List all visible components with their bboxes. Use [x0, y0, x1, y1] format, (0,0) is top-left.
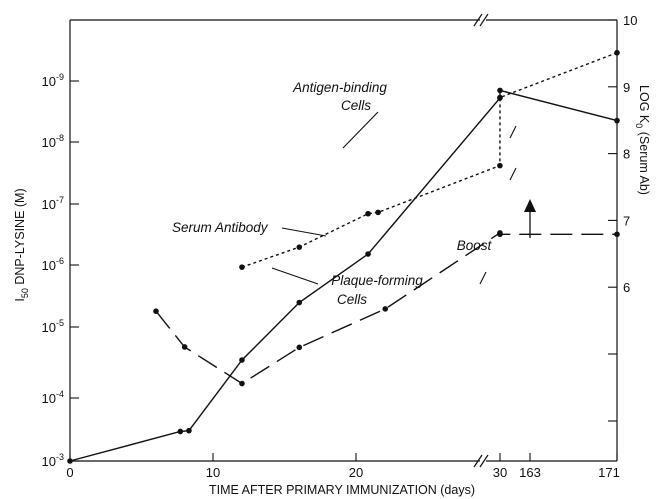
data-point [614, 117, 620, 124]
labels: TIME AFTER PRIMARY IMMUNIZATION (days) I5… [13, 80, 651, 497]
data-point [382, 306, 389, 312]
annotation-label: Serum Antibody [172, 220, 269, 235]
data-point [239, 380, 245, 387]
y-right-tick-label: 7 [623, 213, 630, 228]
y-left-axis-title: I50 DNP-LYSINE (M) [13, 188, 30, 301]
series-points [67, 49, 620, 464]
data-point [365, 210, 371, 217]
serum-antibody-pointer [281, 227, 327, 237]
data-point [239, 264, 245, 270]
antigen-binding-pointer [342, 111, 379, 149]
annotation-label: Cells [337, 292, 367, 307]
boost-arrow-head [524, 199, 536, 212]
annotation-label: Antigen-binding [292, 80, 387, 95]
annotation-label: Cells [341, 98, 371, 113]
line-break-mark [509, 167, 517, 181]
data-point [497, 231, 503, 238]
annotation-label: Boost [457, 238, 493, 253]
data-point [177, 428, 184, 435]
y-left-tick-label: 10-5 [42, 318, 64, 335]
axis-break-mark [473, 13, 483, 27]
y-right-tick-label: 6 [623, 280, 630, 295]
y-left-tick-label: 10-3 [42, 452, 64, 469]
y-left-tick-label: 10-6 [42, 256, 64, 273]
line-break-mark [509, 125, 517, 139]
y-left-tick-label: 10-7 [42, 195, 64, 212]
data-point [614, 231, 620, 238]
data-point [375, 209, 381, 216]
y-left-tick-label: 10-9 [42, 72, 64, 89]
annotation-label: Plaque-forming [331, 273, 423, 288]
y-left-tick-label: 10-8 [42, 133, 64, 150]
data-point [296, 344, 303, 351]
y-right-tick-label: 10 [623, 13, 637, 28]
data-point [614, 49, 620, 56]
ticks: 10-9 10-8 10-7 10-6 10-5 10-4 10-3 10 9 8 7 6 0 10 20 3… [42, 13, 638, 480]
data-point [67, 458, 73, 464]
data-point [239, 357, 245, 363]
x-tick-label: 171 [598, 465, 620, 480]
y-right-tick-label: 9 [623, 80, 630, 95]
axis-break-mark [479, 13, 489, 27]
data-point [296, 244, 303, 250]
x-tick-label: 30 [493, 465, 507, 480]
y-left-tick-label: 10-4 [42, 389, 64, 406]
x-tick-label: 20 [349, 465, 363, 480]
line-break-mark [479, 271, 487, 285]
plaque-forming-pointer [271, 267, 319, 285]
data-point [497, 162, 503, 169]
y-right-tick-label: 8 [623, 147, 630, 162]
axes [69, 13, 618, 468]
data-point [181, 344, 188, 350]
data-point [186, 427, 192, 434]
y-right-axis-title: LOG K0 (Serum Ab) [634, 85, 651, 195]
x-tick-label: 163 [519, 465, 541, 480]
x-axis-title: TIME AFTER PRIMARY IMMUNIZATION (days) [209, 483, 475, 497]
x-tick-label: 0 [66, 465, 73, 480]
series-lines [69, 52, 618, 462]
data-point [296, 299, 303, 306]
axis-break-mark [479, 454, 489, 468]
data-point [497, 94, 503, 101]
x-tick-label: 10 [206, 465, 220, 480]
data-point [365, 251, 371, 257]
data-point [497, 87, 503, 94]
data-point [153, 308, 159, 315]
axis-break-mark [473, 454, 483, 468]
